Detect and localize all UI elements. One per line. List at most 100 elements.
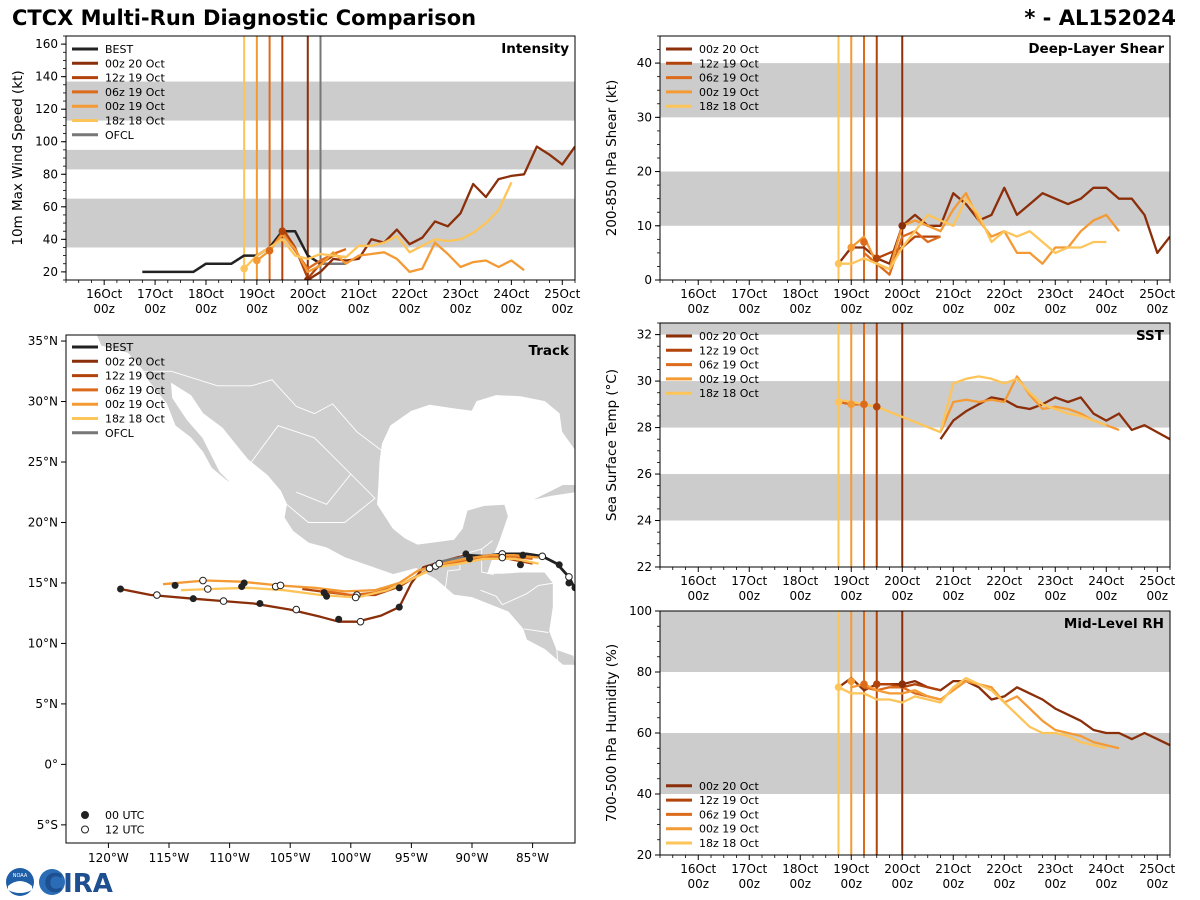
sst-series-00z-20-oct bbox=[939, 396, 1170, 441]
intensity-ytick-label: 100 bbox=[35, 135, 58, 149]
sst-ytick-label: 24 bbox=[637, 514, 652, 528]
shear-ytick-label: 30 bbox=[637, 110, 652, 124]
land-north-central-america bbox=[66, 335, 575, 666]
intensity-init-marker-18z-18-oct bbox=[240, 264, 248, 273]
rh-init-marker-06z-19-oct bbox=[860, 680, 868, 688]
sst-xtick-hour-label: 00z bbox=[1146, 589, 1168, 603]
intensity-ytick-label: 40 bbox=[43, 232, 58, 246]
shear-xtick-day-label: 19Oct bbox=[833, 287, 869, 301]
sst-xtick-hour-label: 00z bbox=[942, 589, 964, 603]
shear-xtick-day-label: 18Oct bbox=[782, 287, 818, 301]
rh-xtick-hour-label: 00z bbox=[840, 877, 862, 891]
cira-logo-text: CIRA bbox=[44, 869, 113, 898]
sst-xtick-day-label: 21Oct bbox=[935, 574, 971, 588]
panel-intensity: 2040608010012014016016Oct00z17Oct00z18Oc… bbox=[10, 35, 581, 316]
rh-legend-label-18z-18-oct: 18z 18 Oct bbox=[699, 837, 759, 850]
intensity-xtick-hour-label: 00z bbox=[195, 302, 217, 316]
sst-xtick-hour-label: 00z bbox=[993, 589, 1015, 603]
track-point-00utc bbox=[462, 550, 470, 558]
rh-xtick-hour-label: 00z bbox=[1044, 877, 1066, 891]
intensity-xtick-hour-label: 00z bbox=[450, 302, 472, 316]
shear-xtick-day-label: 17Oct bbox=[731, 287, 767, 301]
track-title: Track bbox=[529, 343, 570, 359]
sst-title: SST bbox=[1136, 328, 1165, 344]
sst-band-0 bbox=[660, 474, 1170, 521]
rh-plot-area bbox=[660, 611, 1170, 855]
rh-xtick-day-label: 16Oct bbox=[680, 862, 716, 876]
shear-band-1 bbox=[660, 63, 1170, 118]
track-xtick-label: 85°W bbox=[516, 851, 549, 865]
track-point-12utc bbox=[356, 617, 365, 626]
intensity-xtick-hour-label: 00z bbox=[297, 302, 319, 316]
track-point-00utc bbox=[395, 584, 403, 592]
sst-xtick-day-label: 22Oct bbox=[986, 574, 1022, 588]
rh-series-00z-19-oct bbox=[851, 679, 1120, 750]
sst-ytick-label: 28 bbox=[637, 421, 652, 435]
sst-ytick-label: 26 bbox=[637, 467, 652, 481]
shear-xtick-day-label: 20Oct bbox=[884, 287, 920, 301]
track-frame bbox=[65, 334, 576, 844]
shear-init-marker-00z-20-oct bbox=[898, 221, 907, 230]
intensity-legend-label-18z-18-oct: 18z 18 Oct bbox=[105, 115, 165, 128]
track-line-00z-19-oct bbox=[162, 553, 539, 593]
shear-ytick-label: 20 bbox=[637, 165, 652, 179]
track-ytick-label: 10°N bbox=[28, 636, 58, 650]
track-point-12utc bbox=[538, 552, 547, 561]
sst-xtick-hour-label: 00z bbox=[687, 589, 709, 603]
track-point-12utc bbox=[199, 576, 207, 585]
rh-legend-label-06z-19-oct: 06z 19 Oct bbox=[699, 808, 759, 821]
sst-init-marker-18z-18-oct bbox=[834, 398, 843, 406]
shear-xtick-day-label: 22Oct bbox=[986, 287, 1022, 301]
rh-ylabel: 700-500 hPa Humidity (%) bbox=[604, 644, 620, 822]
intensity-ytick-label: 20 bbox=[43, 265, 58, 279]
sst-init-marker-00z-19-oct bbox=[847, 400, 856, 409]
shear-init-marker-18z-18-oct bbox=[834, 259, 843, 268]
intensity-xtick-day-label: 19Oct bbox=[239, 287, 275, 301]
track-point-00utc bbox=[565, 579, 573, 587]
shear-xtick-hour-label: 00z bbox=[738, 302, 760, 316]
track-xtick-label: 120°W bbox=[88, 851, 129, 865]
map-border-7 bbox=[251, 425, 352, 505]
track-point-00utc bbox=[335, 615, 343, 623]
rh-xtick-day-label: 19Oct bbox=[833, 862, 869, 876]
rh-legend-label-00z-20-oct: 00z 20 Oct bbox=[699, 780, 759, 793]
track-xtick-label: 105°W bbox=[270, 851, 311, 865]
intensity-xtick-day-label: 24Oct bbox=[493, 287, 529, 301]
rh-xtick-hour-label: 00z bbox=[738, 877, 760, 891]
shear-init-marker-00z-19-oct bbox=[847, 243, 856, 252]
track-ytick-label: 35°N bbox=[28, 334, 58, 348]
shear-series-12z-19-oct bbox=[876, 235, 941, 260]
track-point-12utc bbox=[153, 591, 161, 599]
sst-xtick-hour-label: 00z bbox=[840, 589, 862, 603]
intensity-init-marker-00z-20-oct bbox=[303, 276, 312, 280]
track-point-00utc bbox=[466, 555, 474, 563]
sst-xtick-day-label: 17Oct bbox=[731, 574, 767, 588]
rh-ytick-label: 100 bbox=[629, 604, 652, 618]
intensity-legend-label-12z-19-oct: 12z 19 Oct bbox=[105, 72, 165, 85]
rh-xtick-hour-label: 00z bbox=[891, 877, 913, 891]
intensity-xtick-hour-label: 00z bbox=[501, 302, 523, 316]
track-marker-legend-symbol bbox=[81, 811, 89, 819]
intensity-xtick-day-label: 20Oct bbox=[290, 287, 326, 301]
track-point-00utc bbox=[256, 600, 264, 608]
shear-legend-label-06z-19-oct: 06z 19 Oct bbox=[699, 72, 759, 85]
intensity-title: Intensity bbox=[501, 41, 569, 57]
track-point-00utc bbox=[555, 561, 563, 569]
land-cuba bbox=[533, 485, 575, 500]
sst-xtick-day-label: 25Oct bbox=[1139, 574, 1175, 588]
shear-xtick-hour-label: 00z bbox=[687, 302, 709, 316]
sst-xtick-hour-label: 00z bbox=[1044, 589, 1066, 603]
track-point-12utc bbox=[292, 605, 301, 614]
shear-xtick-hour-label: 00z bbox=[1095, 302, 1117, 316]
noaa-logo-text: NOAA bbox=[13, 873, 28, 879]
shear-xtick-hour-label: 00z bbox=[993, 302, 1015, 316]
shear-xtick-day-label: 23Oct bbox=[1037, 287, 1073, 301]
sst-legend-label-18z-18-oct: 18z 18 Oct bbox=[699, 387, 759, 400]
intensity-legend-label-00z-19-oct: 00z 19 Oct bbox=[105, 100, 165, 113]
intensity-series-best bbox=[142, 229, 334, 274]
panel-track: 120°W 115°W 110°W 105°W 100°W 95°W 90°W 85°W 5°S… bbox=[28, 334, 576, 865]
track-point-12utc bbox=[351, 593, 360, 602]
track-legend-label-06z-19-oct: 06z 19 Oct bbox=[105, 384, 165, 397]
intensity-series-18z-18-oct bbox=[243, 181, 513, 270]
rh-xtick-day-label: 20Oct bbox=[884, 862, 920, 876]
